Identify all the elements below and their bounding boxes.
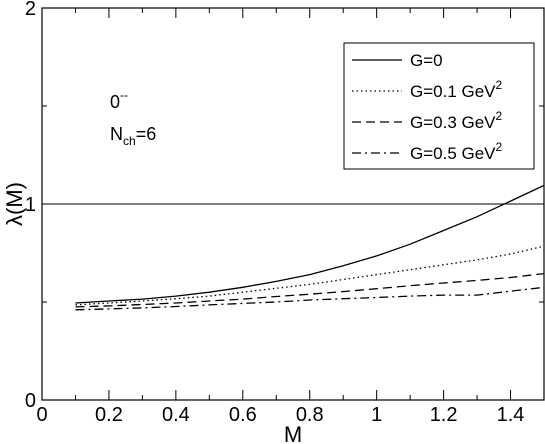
x-tick-label: 0.6 bbox=[229, 404, 257, 426]
y-axis-title: λ(M) bbox=[2, 182, 27, 226]
quantum-numbers-label: 0-- bbox=[110, 88, 128, 112]
x-tick-label: 1 bbox=[371, 404, 382, 426]
axis-ticks: 0 0.2 0.4 0.6 0.8 1 1.2 1.4 0 1 2 bbox=[25, 0, 545, 426]
y-tick-label: 0 bbox=[25, 390, 36, 412]
nch-sub: ch bbox=[123, 134, 136, 148]
x-axis-title: M bbox=[284, 422, 302, 444]
quantum-numbers-main: 0 bbox=[110, 92, 120, 112]
legend-label: G=0 bbox=[410, 51, 443, 70]
x-tick-label: 0.8 bbox=[296, 404, 324, 426]
series-layer bbox=[75, 184, 545, 311]
series-line-1 bbox=[75, 184, 545, 304]
x-tick-label: 0.2 bbox=[95, 404, 123, 426]
x-tick-label: 1.2 bbox=[430, 404, 458, 426]
legend-label: G=0.5 GeV2 bbox=[410, 140, 503, 163]
legend-box bbox=[343, 42, 535, 170]
series-line-3 bbox=[75, 272, 545, 308]
x-tick-label: 1.4 bbox=[497, 404, 525, 426]
nch-main: N bbox=[110, 124, 123, 144]
x-tick-label: 0.4 bbox=[162, 404, 190, 426]
legend-label: G=0.3 GeV2 bbox=[410, 109, 503, 132]
nch-value: =6 bbox=[136, 124, 157, 144]
nch-label: Nch=6 bbox=[110, 124, 156, 148]
quantum-numbers-sup: -- bbox=[120, 88, 128, 102]
legend: G=0 G=0.1 GeV2 G=0.3 GeV2 G=0.5 GeV2 bbox=[343, 42, 535, 170]
x-tick-label: 0 bbox=[36, 404, 47, 426]
legend-label: G=0.1 GeV2 bbox=[410, 78, 503, 101]
series-line-2 bbox=[75, 245, 545, 306]
y-tick-label: 2 bbox=[25, 0, 36, 20]
series-line-4 bbox=[75, 286, 545, 311]
y-tick-label: 1 bbox=[25, 194, 36, 216]
